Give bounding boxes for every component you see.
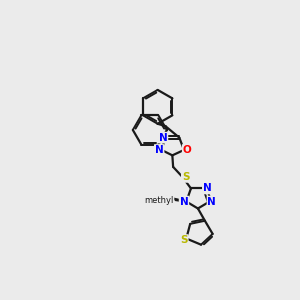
Text: N: N [180,196,188,206]
Text: N: N [208,196,216,206]
Text: methyl: methyl [145,196,174,205]
Text: S: S [180,235,188,245]
Text: S: S [182,172,189,182]
Text: O: O [183,145,191,155]
Text: N: N [155,145,164,155]
Text: N: N [203,184,212,194]
Text: N: N [159,133,167,142]
